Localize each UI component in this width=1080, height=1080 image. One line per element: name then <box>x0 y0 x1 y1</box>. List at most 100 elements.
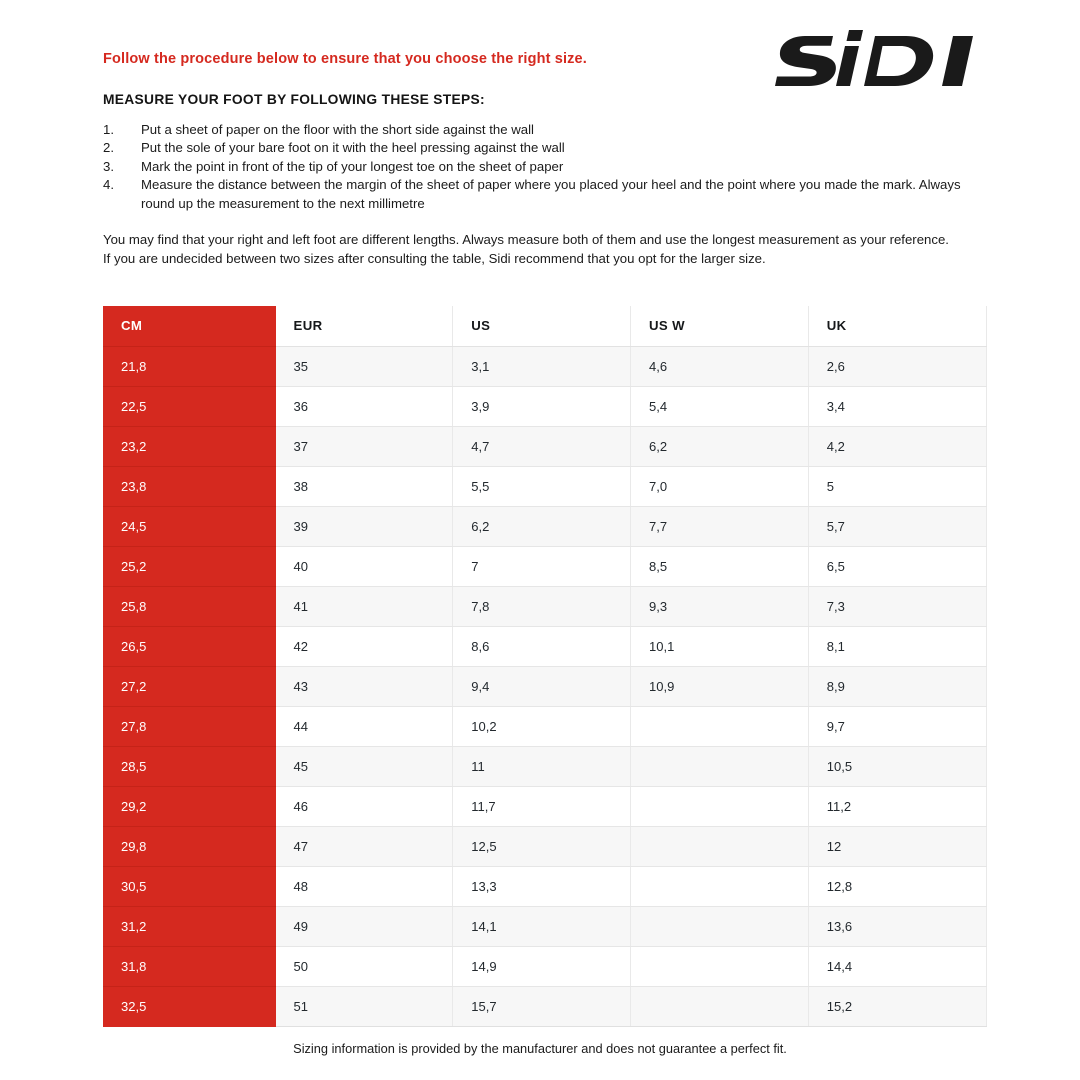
step-text: Mark the point in front of the tip of yo… <box>141 158 564 174</box>
cell-usw: 10,9 <box>630 666 809 707</box>
cell-usw: 6,2 <box>630 426 809 467</box>
page-header: Follow the procedure below to ensure tha… <box>95 0 985 86</box>
table-row: 27,2 43 9,4 10,9 8,9 <box>103 666 987 707</box>
cell-usw: 4,6 <box>630 346 809 387</box>
step-text: Measure the distance between the margin … <box>141 177 961 211</box>
cell-uk: 14,4 <box>808 946 987 987</box>
cell-eur: 42 <box>275 626 454 667</box>
table-row: 29,2 46 11,7 11,2 <box>103 786 987 827</box>
table-row: 29,8 47 12,5 12 <box>103 826 987 867</box>
cell-eur: 47 <box>275 826 454 867</box>
cell-us: 13,3 <box>452 866 631 907</box>
cell-cm: 28,5 <box>103 746 276 787</box>
list-item: 3. Mark the point in front of the tip of… <box>103 158 983 176</box>
table-row: 25,8 41 7,8 9,3 7,3 <box>103 586 987 627</box>
cell-eur: 48 <box>275 866 454 907</box>
step-number: 4. <box>103 177 114 193</box>
cell-eur: 43 <box>275 666 454 707</box>
cell-eur: 37 <box>275 426 454 467</box>
step-number: 3. <box>103 158 114 174</box>
cell-us: 14,9 <box>452 946 631 987</box>
cell-us: 3,9 <box>452 386 631 427</box>
instructions-heading: MEASURE YOUR FOOT BY FOLLOWING THESE STE… <box>103 92 485 107</box>
cell-uk: 4,2 <box>808 426 987 467</box>
cell-uk: 5,7 <box>808 506 987 547</box>
list-item: 4. Measure the distance between the marg… <box>103 176 983 213</box>
table-row: 28,5 45 11 10,5 <box>103 746 987 787</box>
cell-cm: 30,5 <box>103 866 276 907</box>
cell-usw: 10,1 <box>630 626 809 667</box>
cell-cm: 26,5 <box>103 626 276 667</box>
table-row: 22,5 36 3,9 5,4 3,4 <box>103 386 987 427</box>
cell-eur: 38 <box>275 466 454 507</box>
cell-cm: 25,2 <box>103 546 276 587</box>
cell-cm: 29,8 <box>103 826 276 867</box>
cell-cm: 32,5 <box>103 986 276 1027</box>
instructions-steps-list: 1. Put a sheet of paper on the floor wit… <box>103 121 983 213</box>
cell-us: 7 <box>452 546 631 587</box>
cell-cm: 23,2 <box>103 426 276 467</box>
table-row: 32,5 51 15,7 15,2 <box>103 986 987 1027</box>
cell-us: 9,4 <box>452 666 631 707</box>
size-conversion-table: CM EUR US US W UK 21,8 35 3,1 4,6 2,6 22… <box>103 306 987 1027</box>
cell-cm: 23,8 <box>103 466 276 507</box>
cell-usw <box>630 706 809 747</box>
cell-us: 14,1 <box>452 906 631 947</box>
cell-eur: 51 <box>275 986 454 1027</box>
step-text: Put the sole of your bare foot on it wit… <box>141 140 565 156</box>
cell-usw <box>630 786 809 827</box>
table-row: 30,5 48 13,3 12,8 <box>103 866 987 907</box>
cell-usw: 7,0 <box>630 466 809 507</box>
cell-eur: 50 <box>275 946 454 987</box>
cell-usw <box>630 946 809 987</box>
table-row: 31,2 49 14,1 13,6 <box>103 906 987 947</box>
list-item: 2. Put the sole of your bare foot on it … <box>103 139 983 157</box>
cell-eur: 49 <box>275 906 454 947</box>
cell-cm: 29,2 <box>103 786 276 827</box>
table-row: 21,8 35 3,1 4,6 2,6 <box>103 346 987 387</box>
cell-uk: 3,4 <box>808 386 987 427</box>
cell-eur: 39 <box>275 506 454 547</box>
cell-us: 11,7 <box>452 786 631 827</box>
cell-eur: 45 <box>275 746 454 787</box>
table-row: 27,8 44 10,2 9,7 <box>103 706 987 747</box>
cell-usw <box>630 746 809 787</box>
sidi-wordmark-logo <box>775 30 985 92</box>
cell-uk: 12,8 <box>808 866 987 907</box>
cell-uk: 12 <box>808 826 987 867</box>
cell-eur: 44 <box>275 706 454 747</box>
list-item: 1. Put a sheet of paper on the floor wit… <box>103 121 983 139</box>
cell-us: 15,7 <box>452 986 631 1027</box>
page-title: Follow the procedure below to ensure tha… <box>103 51 587 67</box>
cell-uk: 5 <box>808 466 987 507</box>
table-row: 25,2 40 7 8,5 6,5 <box>103 546 987 587</box>
table-row: 26,5 42 8,6 10,1 8,1 <box>103 626 987 667</box>
cell-eur: 35 <box>275 346 454 387</box>
cell-uk: 6,5 <box>808 546 987 587</box>
size-conversion-table-wrapper: CM EUR US US W UK 21,8 35 3,1 4,6 2,6 22… <box>103 306 987 1027</box>
cell-cm: 21,8 <box>103 346 276 387</box>
cell-eur: 46 <box>275 786 454 827</box>
cell-uk: 15,2 <box>808 986 987 1027</box>
table-header-row: CM EUR US US W UK <box>103 306 987 347</box>
footer-disclaimer: Sizing information is provided by the ma… <box>293 1041 787 1056</box>
cell-usw: 5,4 <box>630 386 809 427</box>
cell-cm: 24,5 <box>103 506 276 547</box>
table-row: 31,8 50 14,9 14,4 <box>103 946 987 987</box>
cell-usw <box>630 986 809 1027</box>
cell-eur: 41 <box>275 586 454 627</box>
cell-cm: 31,8 <box>103 946 276 987</box>
cell-us: 4,7 <box>452 426 631 467</box>
table-row: 24,5 39 6,2 7,7 5,7 <box>103 506 987 547</box>
cell-usw <box>630 866 809 907</box>
table-body: 21,8 35 3,1 4,6 2,6 22,5 36 3,9 5,4 3,4 … <box>103 346 987 1027</box>
cell-uk: 8,1 <box>808 626 987 667</box>
column-header-uk: UK <box>808 306 987 347</box>
cell-usw: 9,3 <box>630 586 809 627</box>
cell-cm: 22,5 <box>103 386 276 427</box>
column-header-cm: CM <box>103 306 276 347</box>
cell-uk: 11,2 <box>808 786 987 827</box>
measurement-notes: You may find that your right and left fo… <box>103 231 991 268</box>
column-header-eur: EUR <box>275 306 454 347</box>
note-paragraph-1: You may find that your right and left fo… <box>103 232 949 247</box>
